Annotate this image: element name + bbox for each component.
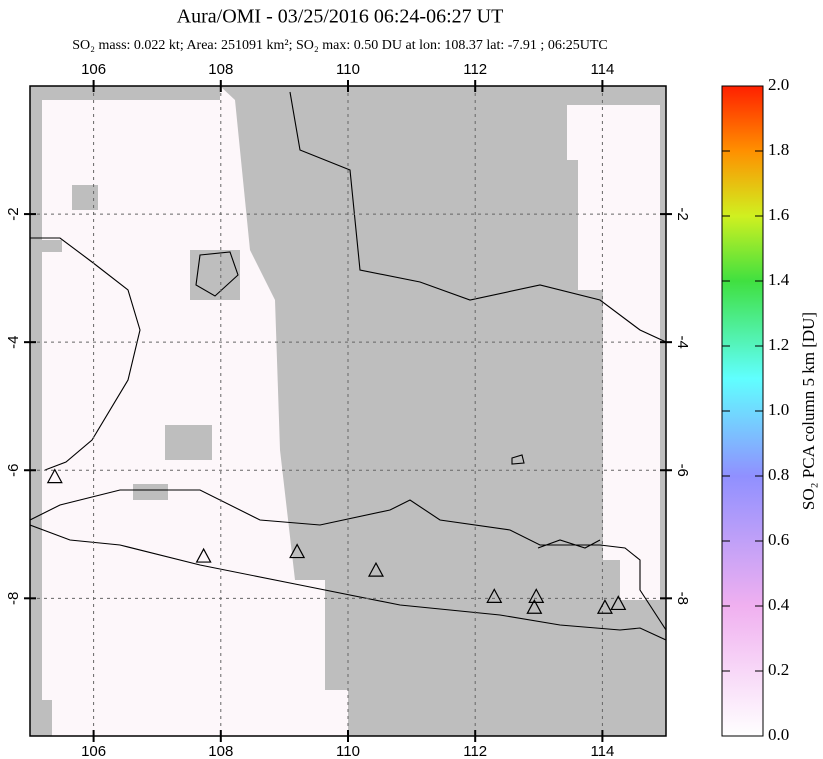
no-data-region — [220, 86, 666, 736]
x-tick-label: 114 — [590, 743, 614, 759]
y-tick-label: -4 — [5, 335, 22, 348]
colorbar-tick-label: 1.0 — [768, 400, 789, 419]
coastline — [30, 91, 666, 641]
x-tick-label: 108 — [208, 743, 233, 759]
volcano-marker — [486, 588, 503, 603]
y-tick-label: -4 — [674, 335, 691, 348]
x-tick-label: 112 — [463, 61, 487, 78]
y-tick-label: -8 — [674, 592, 691, 605]
colorbar-label: SO₂ PCA column 5 km [DU] — [799, 312, 818, 510]
colorbar-tick-label: 2.0 — [768, 75, 789, 94]
volcano-marker — [195, 547, 212, 563]
x-tick-label: 106 — [81, 743, 106, 759]
x-tick-label: 110 — [336, 61, 360, 78]
colorbar-tick-label: 0.0 — [768, 725, 789, 744]
colorbar-tick-label: 1.4 — [768, 270, 790, 289]
map-area — [30, 86, 666, 736]
volcano-marker — [528, 588, 545, 603]
y-tick-label: -2 — [674, 207, 691, 220]
subtitle: SO₂ mass: 0.022 kt; Area: 251091 km²; SO… — [72, 38, 607, 53]
colorbar-tick-label: 1.8 — [768, 140, 789, 159]
volcano-marker — [610, 595, 627, 611]
colorbar-tick-label: 0.4 — [768, 595, 790, 614]
y-tick-label: -6 — [674, 464, 691, 477]
volcano-marker — [596, 599, 613, 614]
volcano-marker — [289, 543, 306, 559]
y-tick-label: -2 — [5, 207, 22, 220]
x-tick-label: 108 — [208, 61, 233, 78]
y-tick-label: -6 — [5, 464, 22, 477]
x-tick-label: 110 — [336, 743, 360, 759]
colorbar-tick-label: 0.2 — [768, 660, 789, 679]
colorbar-tick-label: 1.6 — [768, 205, 789, 224]
title: Aura/OMI - 03/25/2016 06:24-06:27 UT — [177, 6, 504, 28]
volcano-marker — [46, 468, 63, 484]
colorbar-tick-label: 1.2 — [768, 335, 789, 354]
x-tick-label: 112 — [463, 743, 487, 759]
x-tick-label: 114 — [590, 61, 614, 78]
volcano-marker — [526, 599, 543, 614]
colorbar-tick-label: 0.8 — [768, 465, 789, 484]
colorbar-tick-label: 0.6 — [768, 530, 789, 549]
x-tick-label: 106 — [81, 61, 106, 78]
y-tick-label: -8 — [5, 592, 22, 605]
volcano-marker — [367, 561, 384, 577]
